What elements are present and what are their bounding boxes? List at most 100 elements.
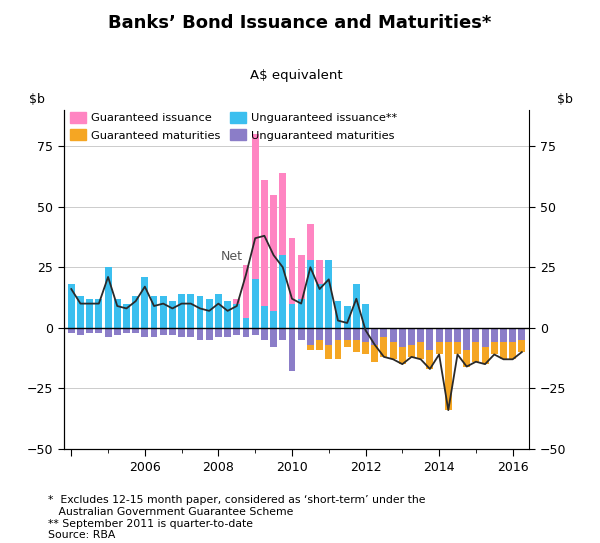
Bar (445, 342, 452, 410)
Bar (335, 340, 341, 359)
Bar (454, 328, 461, 342)
Bar (280, 173, 286, 255)
Bar (307, 345, 314, 350)
Bar (114, 299, 121, 328)
Bar (408, 345, 415, 357)
Bar (270, 311, 277, 328)
Bar (233, 304, 240, 328)
Bar (142, 328, 148, 338)
Text: $b: $b (29, 93, 45, 106)
Bar (389, 342, 397, 359)
Bar (206, 328, 212, 340)
Bar (325, 260, 332, 328)
Bar (233, 299, 240, 304)
Bar (445, 328, 452, 342)
Bar (491, 342, 498, 355)
Bar (353, 328, 360, 340)
Bar (335, 328, 341, 340)
Bar (178, 294, 185, 328)
Bar (491, 328, 498, 342)
Text: *  Excludes 12-15 month paper, considered as ‘short-term’ under the
   Australia: * Excludes 12-15 month paper, considered… (48, 495, 425, 540)
Bar (500, 342, 507, 359)
Bar (325, 328, 332, 345)
Bar (463, 350, 470, 367)
Bar (482, 347, 488, 364)
Text: Net: Net (221, 250, 243, 263)
Bar (289, 304, 295, 328)
Bar (454, 342, 461, 355)
Bar (151, 296, 157, 328)
Bar (427, 350, 433, 369)
Text: $b: $b (557, 93, 573, 106)
Bar (427, 328, 433, 350)
Bar (307, 224, 314, 260)
Bar (399, 347, 406, 364)
Bar (233, 328, 240, 335)
Bar (252, 328, 259, 335)
Bar (114, 328, 121, 335)
Bar (371, 328, 378, 345)
Bar (500, 328, 507, 342)
Bar (68, 284, 75, 328)
Bar (132, 328, 139, 333)
Bar (380, 338, 388, 357)
Bar (187, 294, 194, 328)
Bar (463, 328, 470, 350)
Bar (178, 328, 185, 338)
Bar (344, 340, 350, 347)
Bar (325, 345, 332, 359)
Legend: Guaranteed issuance, Guaranteed maturities, Unguaranteed issuance**, Unguarantee: Guaranteed issuance, Guaranteed maturiti… (70, 112, 398, 141)
Bar (298, 328, 305, 340)
Bar (215, 294, 222, 328)
Bar (472, 342, 479, 362)
Bar (316, 328, 323, 340)
Bar (123, 304, 130, 328)
Bar (95, 328, 103, 333)
Bar (389, 328, 397, 342)
Bar (197, 296, 203, 328)
Bar (224, 301, 231, 328)
Bar (316, 260, 323, 284)
Bar (436, 328, 443, 342)
Bar (151, 328, 157, 338)
Bar (77, 328, 84, 335)
Bar (408, 328, 415, 345)
Bar (362, 328, 369, 342)
Bar (417, 328, 424, 342)
Bar (335, 301, 341, 328)
Bar (353, 340, 360, 352)
Bar (289, 238, 295, 304)
Bar (123, 328, 130, 333)
Bar (371, 345, 378, 362)
Bar (160, 328, 167, 335)
Bar (307, 260, 314, 328)
Bar (298, 255, 305, 299)
Bar (261, 328, 268, 340)
Bar (509, 328, 516, 342)
Bar (242, 328, 250, 338)
Bar (261, 180, 268, 306)
Bar (344, 306, 350, 328)
Bar (270, 194, 277, 311)
Bar (399, 328, 406, 347)
Bar (353, 284, 360, 328)
Bar (436, 342, 443, 355)
Text: Banks’ Bond Issuance and Maturities*: Banks’ Bond Issuance and Maturities* (109, 14, 491, 31)
Bar (215, 328, 222, 338)
Bar (169, 328, 176, 335)
Bar (187, 328, 194, 338)
Bar (316, 284, 323, 328)
Bar (86, 328, 93, 333)
Bar (280, 255, 286, 328)
Bar (95, 299, 103, 328)
Bar (316, 340, 323, 350)
Bar (224, 328, 231, 338)
Bar (104, 267, 112, 328)
Bar (307, 328, 314, 345)
Bar (160, 296, 167, 328)
Bar (206, 299, 212, 328)
Bar (344, 328, 350, 340)
Bar (169, 301, 176, 328)
Bar (142, 277, 148, 328)
Bar (362, 342, 369, 355)
